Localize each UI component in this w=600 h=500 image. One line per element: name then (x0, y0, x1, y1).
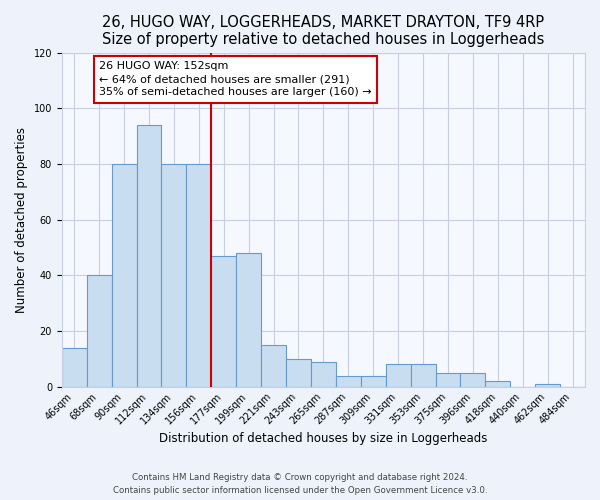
Bar (62, 348, 86, 387)
Bar (112, 164, 137, 386)
Title: 26, HUGO WAY, LOGGERHEADS, MARKET DRAYTON, TF9 4RP
Size of property relative to : 26, HUGO WAY, LOGGERHEADS, MARKET DRAYTO… (102, 15, 545, 48)
Bar (361, 376, 386, 386)
Bar (386, 364, 410, 386)
Y-axis label: Number of detached properties: Number of detached properties (15, 126, 28, 312)
Bar (286, 359, 311, 386)
Bar (161, 164, 187, 386)
Bar (485, 381, 510, 386)
Bar (137, 125, 161, 386)
Bar (236, 253, 261, 386)
Bar (436, 373, 460, 386)
Bar (261, 345, 286, 387)
Bar (460, 373, 485, 386)
Text: Contains HM Land Registry data © Crown copyright and database right 2024.
Contai: Contains HM Land Registry data © Crown c… (113, 474, 487, 495)
Bar (187, 164, 211, 386)
Bar (311, 362, 336, 386)
Bar (410, 364, 436, 386)
Bar (211, 256, 236, 386)
Bar (535, 384, 560, 386)
Text: 26 HUGO WAY: 152sqm
← 64% of detached houses are smaller (291)
35% of semi-detac: 26 HUGO WAY: 152sqm ← 64% of detached ho… (99, 61, 372, 98)
X-axis label: Distribution of detached houses by size in Loggerheads: Distribution of detached houses by size … (159, 432, 488, 445)
Bar (86, 276, 112, 386)
Bar (336, 376, 361, 386)
